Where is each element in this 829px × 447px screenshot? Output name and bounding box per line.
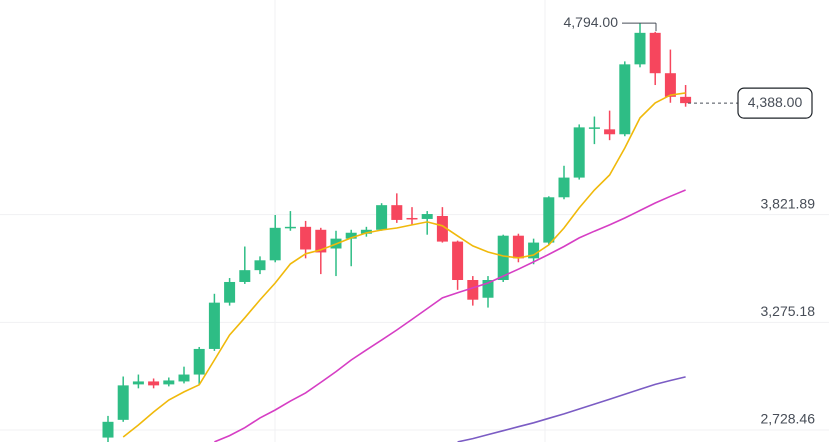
candle-body [269, 227, 281, 261]
candle-body [467, 280, 479, 300]
candle-body [345, 232, 357, 239]
candle-body [102, 421, 114, 438]
candle-body [117, 385, 129, 420]
candle-body [680, 96, 692, 104]
last-price-label: 4,388.00 [748, 94, 803, 110]
candle-body [239, 270, 251, 282]
candle-body [163, 380, 175, 385]
candle-body [558, 177, 570, 198]
candle-body [208, 302, 220, 349]
candle-body [224, 281, 236, 303]
candle-body [421, 214, 433, 219]
moving-average-line [214, 189, 686, 443]
candle-body [376, 205, 388, 230]
candle-body [649, 32, 661, 74]
candle-body [178, 374, 190, 382]
candle-body [360, 229, 372, 234]
candle-body [193, 348, 205, 375]
candle-body [315, 229, 327, 253]
candle-body [604, 129, 616, 135]
candle-body [300, 226, 312, 250]
candle-body [452, 241, 464, 281]
candle-body [132, 381, 144, 385]
candle-body [148, 381, 160, 386]
moving-average-line [122, 92, 686, 438]
candle-body [619, 64, 631, 135]
candle-body [254, 260, 266, 271]
candle-body [406, 217, 418, 220]
candle-body [512, 235, 524, 259]
y-tick-label: 2,728.46 [761, 411, 816, 427]
candle-body [664, 73, 676, 97]
candle-body [436, 215, 448, 242]
y-tick-label: 3,275.18 [761, 303, 816, 319]
candle-body [482, 280, 494, 298]
candle-body [573, 127, 585, 178]
candle-body [543, 197, 555, 243]
candle-body [497, 235, 509, 281]
candle-body [528, 242, 540, 259]
candle-body [588, 127, 600, 129]
high-marker-label: 4,794.00 [564, 14, 619, 30]
last-price-box [737, 87, 813, 119]
y-tick-label: 3,821.89 [761, 195, 816, 211]
candle-body [634, 32, 646, 65]
moving-average-line [457, 376, 686, 443]
candle-body [284, 226, 296, 229]
candle-body [391, 205, 403, 220]
